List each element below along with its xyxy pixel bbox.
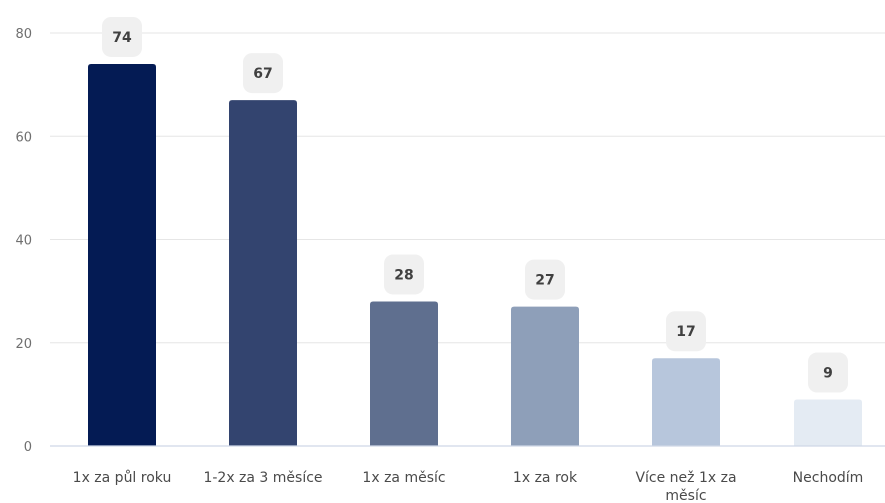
x-tick-label: 1x za rok xyxy=(513,470,578,486)
data-label: 28 xyxy=(394,267,413,283)
bar xyxy=(370,301,438,446)
x-tick-label: Více než 1x za měsíc xyxy=(635,470,736,503)
data-label-badge xyxy=(666,311,706,352)
bar xyxy=(652,358,720,446)
bar xyxy=(88,63,156,446)
y-tick-label: 80 xyxy=(15,27,32,42)
data-label-badge xyxy=(525,259,565,300)
x-tick-label: 1-2x za 3 měsíce xyxy=(203,470,322,486)
data-label-badge xyxy=(384,254,424,295)
y-tick-label: 40 xyxy=(15,234,32,249)
bar xyxy=(511,306,579,446)
data-label: 17 xyxy=(676,324,695,340)
data-label: 74 xyxy=(112,30,132,46)
data-label-badge xyxy=(102,16,142,57)
x-tick-label: Nechodím xyxy=(793,470,864,486)
data-label: 9 xyxy=(823,366,833,382)
x-tick-label: 1x za půl roku xyxy=(73,470,172,486)
data-label: 27 xyxy=(535,273,554,289)
x-tick-label: 1x za měsíc xyxy=(362,470,445,486)
y-tick-label: 60 xyxy=(15,130,32,145)
bar xyxy=(794,399,862,446)
y-tick-label: 0 xyxy=(24,440,32,455)
y-tick-label: 20 xyxy=(15,337,32,352)
data-label-badge xyxy=(808,352,848,393)
data-label-badge xyxy=(243,53,283,94)
bar xyxy=(229,100,297,447)
data-label: 67 xyxy=(253,66,272,82)
